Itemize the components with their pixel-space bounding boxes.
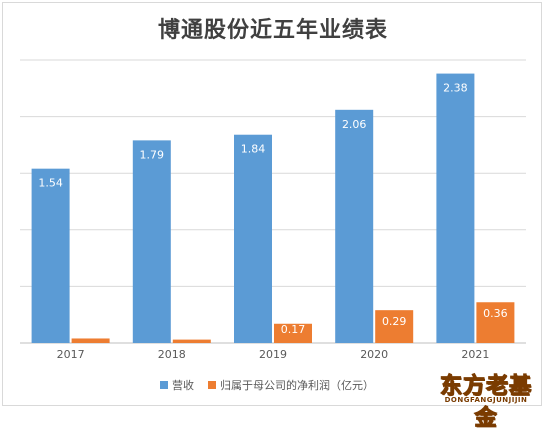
data-label-net-profit: 0.36 bbox=[483, 307, 508, 320]
legend-item-revenue: 营收 bbox=[160, 377, 194, 393]
bar-net-profit bbox=[71, 338, 110, 343]
x-tick-label: 2020 bbox=[360, 348, 388, 361]
data-label-revenue: 1.54 bbox=[38, 177, 63, 190]
x-tick-label: 2019 bbox=[259, 348, 287, 361]
x-tick-label: 2017 bbox=[57, 348, 85, 361]
bar-chart: 1.54 0.04 2017 1.79 0.03 2018 1.84 0.17 2019 2.06… bbox=[20, 59, 526, 361]
legend: 营收 归属于母公司的净利润（亿元） bbox=[160, 376, 388, 394]
legend-label-revenue: 营收 bbox=[172, 379, 194, 392]
bar-revenue bbox=[436, 73, 475, 344]
legend-swatch-net-profit bbox=[208, 381, 216, 389]
data-label-net-profit: 0.03 bbox=[180, 323, 205, 336]
data-label-revenue: 1.84 bbox=[241, 143, 266, 156]
data-label-revenue: 2.38 bbox=[443, 82, 468, 95]
bar-net-profit bbox=[476, 302, 515, 343]
chart-title: 博通股份近五年业绩表 bbox=[157, 18, 388, 43]
x-tick-label: 2021 bbox=[461, 348, 489, 361]
bar-net-profit bbox=[172, 339, 211, 343]
data-label-net-profit: 0.29 bbox=[382, 315, 407, 328]
data-label-revenue: 1.79 bbox=[140, 148, 165, 161]
bar-revenue bbox=[234, 134, 272, 343]
legend-label-net-profit: 归属于母公司的净利润（亿元） bbox=[220, 379, 374, 392]
legend-swatch-revenue bbox=[160, 381, 168, 389]
bar-revenue bbox=[31, 168, 70, 343]
bar-revenue bbox=[335, 109, 374, 343]
x-tick-label: 2018 bbox=[158, 348, 186, 361]
data-label-revenue: 2.06 bbox=[342, 118, 367, 131]
legend-item-net-profit: 归属于母公司的净利润（亿元） bbox=[208, 377, 374, 393]
bar-revenue bbox=[132, 140, 171, 343]
watermark-sub-text: DONGFANGJUNJIJIN bbox=[444, 396, 528, 404]
data-label-net-profit: 0.17 bbox=[281, 323, 306, 336]
bar-net-profit bbox=[274, 323, 312, 343]
data-label-net-profit: 0.04 bbox=[78, 323, 103, 336]
bar-net-profit bbox=[375, 310, 414, 343]
watermark-logo: 东方老基金 DONGFANGJUNJIJIN bbox=[430, 368, 542, 432]
